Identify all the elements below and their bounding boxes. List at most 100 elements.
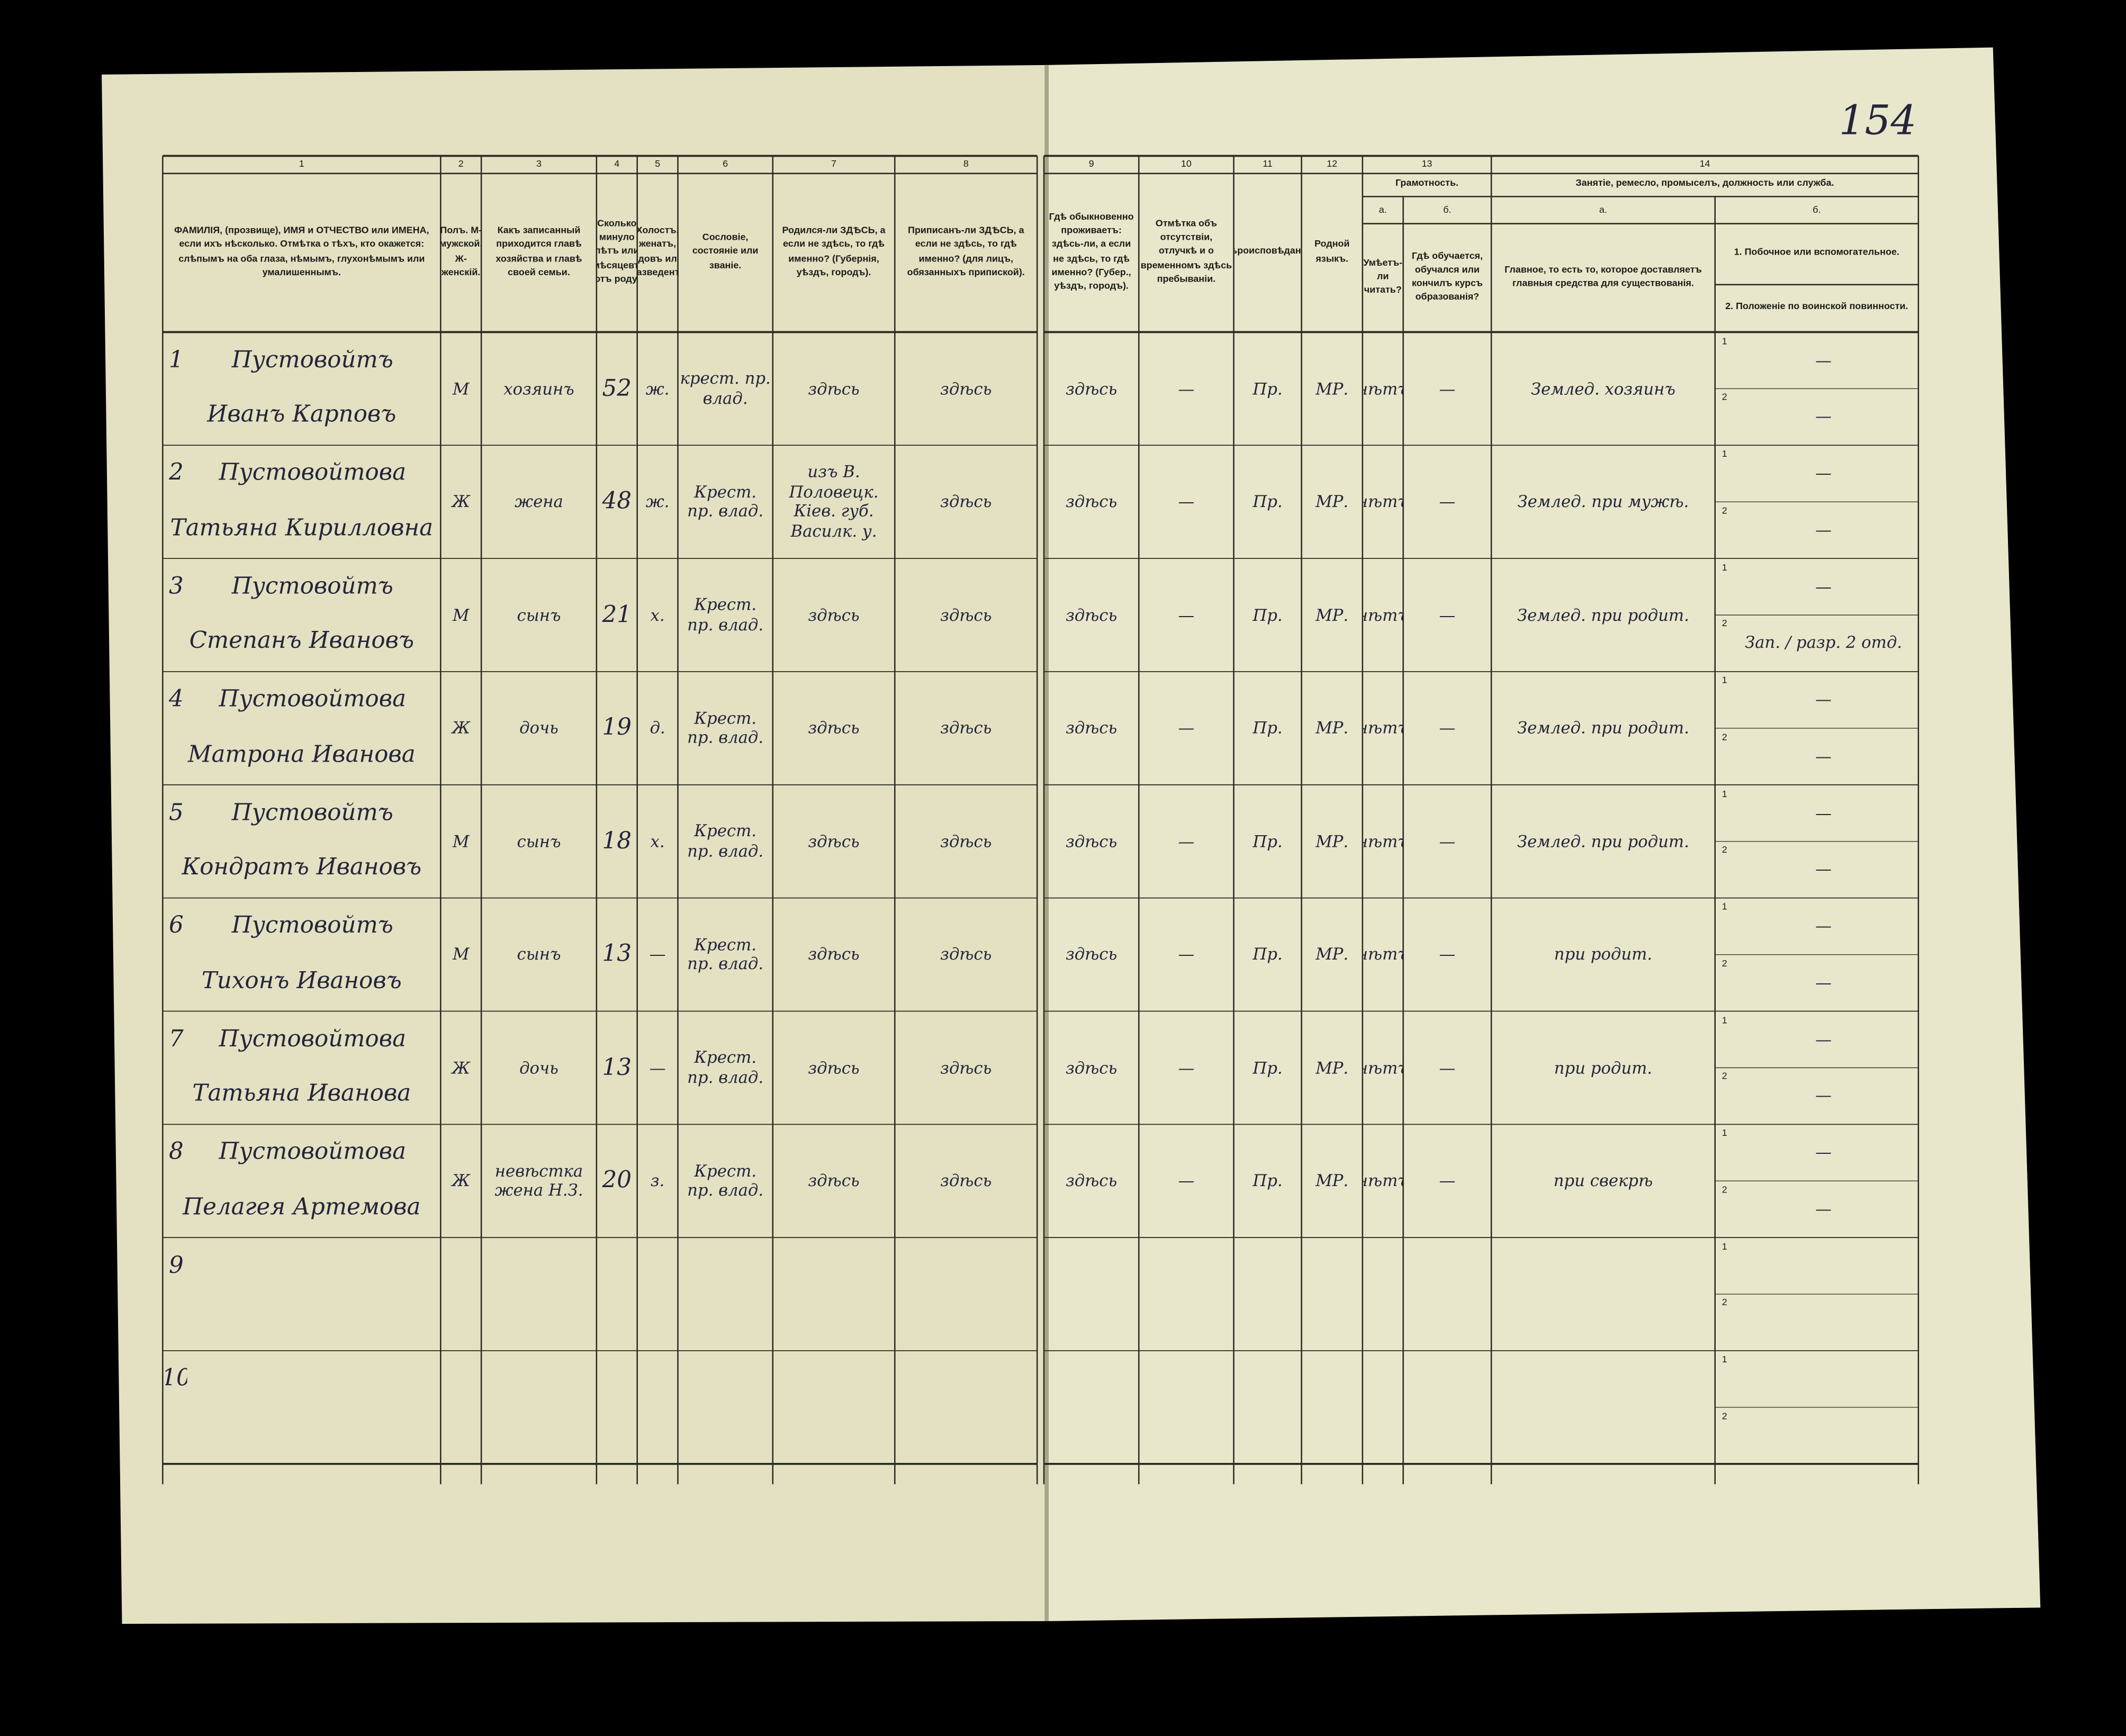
education: — <box>1439 1057 1456 1077</box>
secondary: — <box>1815 407 1832 427</box>
given-name: Матрона Иванова <box>187 741 416 768</box>
religion: Пр. <box>1253 605 1283 625</box>
relation: сынъ <box>517 945 561 964</box>
registered: здѣсь <box>940 831 992 851</box>
sub-label: 1 <box>1722 902 1727 912</box>
row-number: 8 <box>169 1138 184 1166</box>
sub-label: 2 <box>1722 620 1727 629</box>
column-number: 3 <box>536 160 542 170</box>
literate: нѣтъ <box>1363 945 1403 964</box>
language: МР. <box>1316 718 1349 738</box>
estate: Крест. пр. влад. <box>687 935 764 974</box>
literate: нѣтъ <box>1363 1057 1403 1077</box>
given-name: Тихонъ Ивановъ <box>201 968 402 995</box>
age: 48 <box>602 488 632 516</box>
sub-title: Главное, то есть то, которое доставляетъ… <box>1505 265 1702 289</box>
column-number: 9 <box>1088 160 1094 170</box>
column-title: Сословіе, состояніе или званіе. <box>692 233 759 271</box>
given-name: Татьяна Кирилловна <box>170 514 434 542</box>
secondary: — <box>1815 464 1832 483</box>
sub-label: 2 <box>1722 846 1727 856</box>
surname: Пустовойтова <box>219 1138 407 1166</box>
column-number: 12 <box>1327 160 1338 170</box>
residence: здѣсь <box>1065 1171 1118 1190</box>
absence: — <box>1178 1171 1195 1190</box>
occupation: Землед. при родит. <box>1517 718 1689 738</box>
relation: сынъ <box>517 831 561 851</box>
occupation: при родит. <box>1554 1057 1653 1077</box>
language: МР. <box>1316 492 1349 511</box>
occupation: при свекрѣ <box>1553 1171 1653 1190</box>
religion: Пр. <box>1253 1057 1283 1077</box>
column-number: 10 <box>1181 160 1192 170</box>
residence: здѣсь <box>1065 492 1118 511</box>
column-title: Сколько минуло лѣтъ или мѣсяцевъ отъ род… <box>596 220 637 285</box>
row-number: 6 <box>169 912 184 940</box>
column-number: 1 <box>299 160 304 170</box>
row-number: 1 <box>169 346 184 374</box>
sex: Ж <box>452 1057 470 1077</box>
column-group-title: Грамотность. <box>1395 179 1458 189</box>
right-page <box>1047 47 2041 1621</box>
education: — <box>1439 945 1456 964</box>
sub-title: Гдѣ обучается, обучался или кончилъ курс… <box>1411 251 1483 303</box>
given-name: Татьяна Иванова <box>192 1081 411 1108</box>
age: 19 <box>602 714 632 742</box>
age: 52 <box>602 375 632 402</box>
residence: здѣсь <box>1065 831 1118 851</box>
row-number: 5 <box>169 799 184 827</box>
left-page <box>102 65 1047 1624</box>
column-title: Родной языкъ. <box>1314 240 1350 264</box>
estate: Крест. пр. влад. <box>687 482 764 521</box>
sub-label: 1 <box>1722 337 1727 347</box>
absence: — <box>1178 718 1195 738</box>
registered: здѣсь <box>940 718 992 738</box>
residence: здѣсь <box>1065 378 1118 398</box>
registered: здѣсь <box>940 945 992 964</box>
sub-label: 1 <box>1722 563 1727 573</box>
age: 13 <box>602 1054 632 1081</box>
sub-label: 2 <box>1722 733 1727 743</box>
row-number: 3 <box>169 573 184 600</box>
marital: — <box>649 945 666 964</box>
relation: дочь <box>519 1057 558 1077</box>
education: — <box>1439 492 1456 511</box>
age: 20 <box>602 1167 632 1195</box>
language: МР. <box>1316 1057 1349 1077</box>
literate: нѣтъ <box>1363 492 1403 511</box>
sub-item: 2. Положеніе по воинской повинности. <box>1725 303 1908 313</box>
column-number: 5 <box>655 160 661 170</box>
marital: — <box>649 1057 666 1077</box>
column-number: 11 <box>1263 160 1273 170</box>
relation: жена <box>515 492 563 511</box>
residence: здѣсь <box>1065 1057 1118 1077</box>
column-title: Какъ записанный приходится главѣ хозяйст… <box>496 227 582 278</box>
row-number: 10 <box>165 1353 187 1405</box>
secondary: — <box>1815 1143 1832 1162</box>
marital: х. <box>650 831 665 851</box>
absence: — <box>1178 492 1195 511</box>
sub-label: 1 <box>1722 450 1727 460</box>
secondary: — <box>1815 860 1832 879</box>
registered: здѣсь <box>940 1057 992 1077</box>
education: — <box>1439 1171 1456 1190</box>
education: — <box>1439 378 1456 398</box>
column-number: 8 <box>963 160 969 170</box>
sub-label: 2 <box>1722 1299 1727 1309</box>
language: МР. <box>1316 605 1349 625</box>
estate: Крест. пр. влад. <box>687 595 764 634</box>
literate: нѣтъ <box>1363 605 1403 625</box>
religion: Пр. <box>1253 492 1283 511</box>
sub-label: 1 <box>1722 1355 1727 1365</box>
estate: Крест. пр. влад. <box>687 1161 764 1200</box>
sub-label: 2 <box>1722 1072 1727 1082</box>
surname: Пустовойтова <box>219 1025 407 1053</box>
sub-label: 1 <box>1722 676 1727 686</box>
column-number: 13 <box>1421 160 1433 170</box>
occupation: Землед. при мужѣ. <box>1517 492 1689 511</box>
marital: ж. <box>645 378 670 398</box>
marital: д. <box>650 718 665 738</box>
column-number: 6 <box>723 160 728 170</box>
absence: — <box>1178 945 1195 964</box>
